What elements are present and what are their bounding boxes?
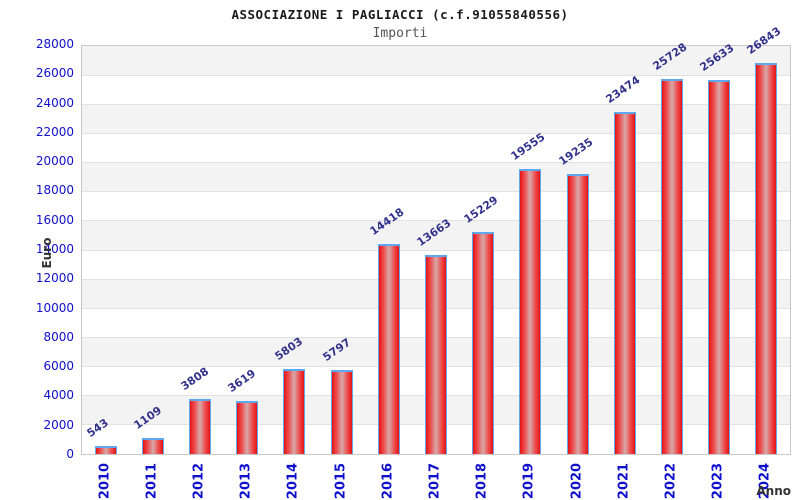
chart-title: ASSOCIAZIONE I PAGLIACCI (c.f.9105584055… (231, 7, 569, 22)
y-tick-label: 28000 (35, 37, 74, 51)
x-tick-label: 2012 (191, 462, 207, 500)
gridline (82, 220, 790, 222)
x-tick-label: 2016 (380, 462, 396, 500)
x-axis-title: Anno (756, 484, 791, 498)
plot-area: 543 1109 3808 3619 5803 5797 14418 13663 15229 19… (81, 24, 791, 455)
gridline (82, 191, 790, 193)
plot-band (82, 162, 790, 193)
x-tick-label: 2017 (427, 462, 443, 500)
y-tick-label: 24000 (35, 95, 74, 110)
bar-2013 (236, 401, 259, 454)
y-tick-label: 0 (66, 447, 74, 461)
bar-2014 (283, 369, 306, 454)
chart-subtitle: Importi (372, 26, 428, 41)
plot-band (82, 75, 790, 105)
y-tick-label: 20000 (35, 154, 74, 169)
x-tick-label: 2011 (144, 462, 160, 500)
plot-band (82, 46, 790, 76)
y-tick-label: 22000 (35, 124, 74, 139)
bar-2023 (708, 80, 731, 454)
y-tick-label: 10000 (35, 300, 74, 315)
y-tick-label: 4000 (43, 388, 74, 403)
x-tick-label: 2021 (616, 462, 632, 500)
plot-band (82, 104, 790, 134)
gridline (82, 249, 790, 251)
bar-2015 (330, 370, 353, 454)
y-tick-label: 14000 (35, 242, 74, 256)
bar-2011 (141, 438, 164, 454)
y-tick-label: 6000 (43, 359, 74, 374)
bar-2020 (566, 174, 589, 454)
bar-2012 (189, 399, 211, 454)
gridline (82, 103, 790, 105)
gridline (82, 74, 790, 76)
bar-2022 (661, 79, 683, 454)
x-tick-label: 2010 (97, 462, 113, 500)
x-tick-label: 2015 (333, 462, 349, 500)
y-tick-label: 18000 (35, 183, 74, 198)
bar-2016 (377, 244, 400, 454)
x-tick-label: 2018 (474, 462, 490, 500)
y-tick-label: 8000 (43, 329, 74, 344)
bar-2019 (519, 169, 542, 454)
x-tick-label: 2019 (521, 462, 537, 500)
x-tick-label: 2013 (238, 462, 254, 500)
plot-band (82, 191, 790, 222)
bar-2010 (94, 446, 117, 454)
x-tick-label: 2014 (285, 462, 301, 500)
bar-2017 (425, 255, 447, 454)
y-axis-title: Euro (40, 237, 54, 269)
y-tick-label: 2000 (43, 417, 74, 432)
x-tick-label: 2022 (663, 462, 679, 500)
plot-band (82, 133, 790, 164)
x-tick-label: 2023 (710, 462, 726, 500)
y-tick-label: 26000 (35, 66, 74, 81)
bar-2021 (613, 112, 636, 454)
bar-2018 (472, 232, 495, 454)
y-tick-label: 16000 (35, 212, 74, 227)
gridline (82, 132, 790, 134)
gridline (82, 162, 790, 164)
x-tick-label: 2020 (569, 462, 585, 500)
y-tick-label: 12000 (35, 271, 74, 286)
bar-2024 (755, 63, 778, 454)
